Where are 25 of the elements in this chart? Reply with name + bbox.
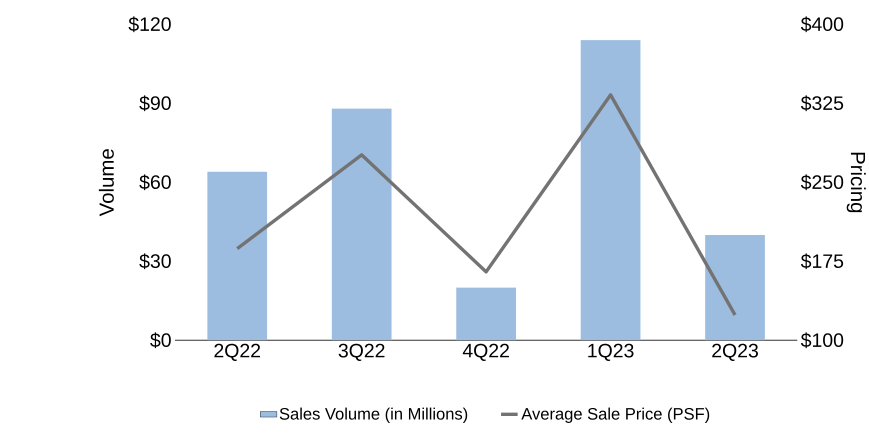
y2-tick-label: $100	[800, 332, 844, 348]
legend-label: Average Sale Price (PSF)	[521, 407, 710, 423]
bar	[580, 40, 640, 340]
y-tick-label: $120	[128, 16, 171, 32]
y-tick-label: $30	[139, 253, 171, 270]
y2-tick-label: $175	[800, 253, 844, 270]
bar	[705, 234, 765, 340]
y2-axis-title: Pricing	[846, 152, 866, 212]
y-tick-label: $0	[150, 332, 171, 348]
x-tick-label: 1Q23	[588, 344, 634, 361]
bar	[332, 108, 392, 340]
x-tick-label: 2Q22	[214, 344, 260, 361]
y2-tick-label: $250	[800, 174, 844, 190]
x-tick-label: 4Q22	[462, 344, 509, 361]
y-axis-title: Volume	[98, 149, 114, 216]
legend-label: Sales Volume (in Millions)	[280, 407, 468, 423]
y2-tick-label: $325	[800, 95, 844, 112]
y2-tick-label: $400	[800, 16, 844, 32]
x-tick-label: 2Q23	[712, 344, 758, 361]
y-tick-label: $60	[139, 174, 171, 190]
y-tick-label: $90	[139, 95, 171, 112]
x-tick-label: 3Q22	[338, 344, 384, 361]
bar	[207, 172, 268, 340]
line-series	[236, 93, 737, 317]
bar	[456, 288, 516, 340]
